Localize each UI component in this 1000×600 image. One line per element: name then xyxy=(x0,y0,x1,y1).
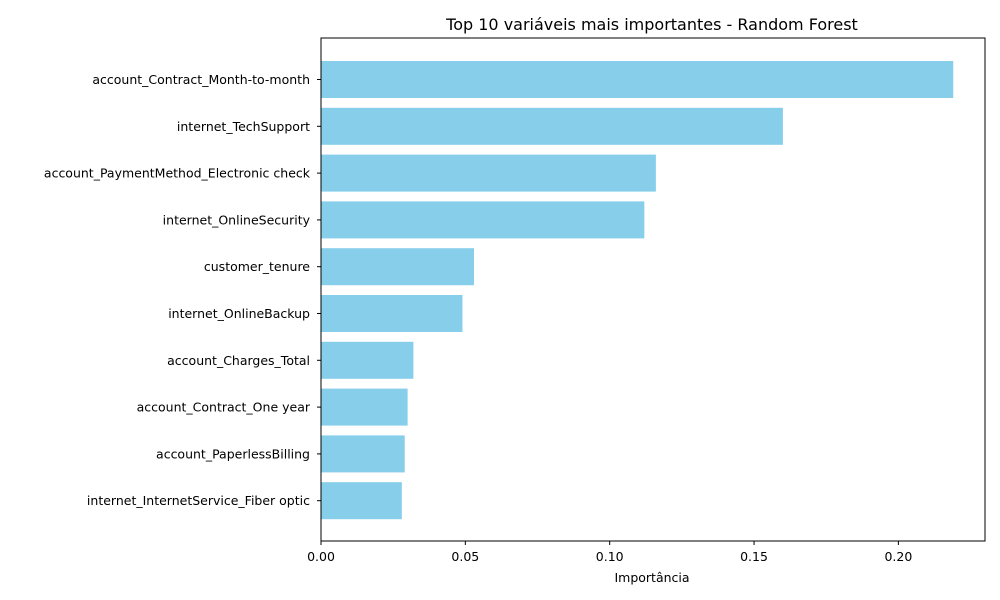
y-tick-label: account_PaymentMethod_Electronic check xyxy=(44,166,311,181)
x-tick-label: 0.20 xyxy=(884,549,912,564)
y-tick-label: internet_InternetService_Fiber optic xyxy=(87,493,310,508)
bar xyxy=(321,248,475,286)
bars-group xyxy=(321,61,954,520)
y-tick-label: internet_TechSupport xyxy=(177,119,310,134)
bar xyxy=(321,388,408,426)
x-tick-label: 0.10 xyxy=(596,549,624,564)
bar xyxy=(321,107,783,145)
chart-title: Top 10 variáveis mais importantes - Rand… xyxy=(445,15,858,34)
y-axis-ticks: account_Contract_Month-to-month internet_… xyxy=(44,72,321,508)
y-tick-label: internet_OnlineSecurity xyxy=(163,212,311,227)
y-tick-label: customer_tenure xyxy=(204,259,310,274)
y-tick-label: account_Charges_Total xyxy=(167,353,310,368)
plot-frame xyxy=(320,37,986,542)
x-tick-label: 0.05 xyxy=(451,549,479,564)
y-tick-label: account_Contract_Month-to-month xyxy=(92,72,310,87)
y-tick-label: account_Contract_One year xyxy=(137,400,311,415)
bar xyxy=(321,295,463,332)
bar xyxy=(321,61,954,98)
bar xyxy=(321,435,405,473)
bar xyxy=(321,482,402,520)
bar xyxy=(321,341,414,379)
x-tick-label: 0.00 xyxy=(307,549,335,564)
x-axis-label: Importância xyxy=(614,570,689,585)
y-tick-label: internet_OnlineBackup xyxy=(168,306,310,321)
x-axis-ticks: 0.00 0.05 0.10 0.15 0.20 xyxy=(307,541,912,564)
bar xyxy=(321,201,645,239)
y-tick-label: account_PaperlessBilling xyxy=(156,446,310,461)
bar xyxy=(321,154,656,192)
x-tick-label: 0.15 xyxy=(740,549,768,564)
